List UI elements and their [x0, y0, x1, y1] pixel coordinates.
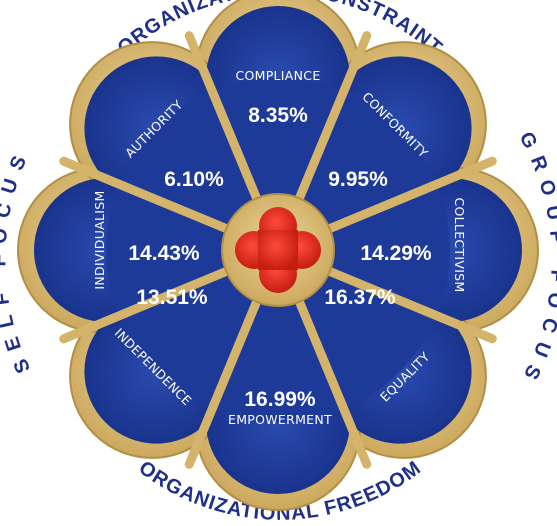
segment-value-individualism: 14.43% — [128, 242, 200, 265]
petal-divider — [59, 156, 237, 236]
segment-value-equality: 16.37% — [324, 286, 396, 309]
segment-value-conformity: 9.95% — [328, 168, 388, 191]
segment-label-empowerment: EMPOWERMENT — [228, 412, 332, 427]
segment-label-compliance: COMPLIANCE — [235, 68, 320, 83]
segment-value-authority: 6.10% — [164, 168, 224, 191]
petal-divider — [184, 291, 264, 469]
petal-divider — [292, 31, 372, 209]
segment-value-independence: 13.51% — [136, 286, 208, 309]
petal-divider — [319, 156, 497, 236]
segment-value-empowerment: 16.99% — [244, 388, 316, 411]
petal-divider — [184, 31, 264, 209]
segment-label-collectivism: COLLECTIVISM — [452, 198, 467, 293]
divider-group — [59, 31, 497, 469]
petal-divider — [292, 291, 372, 469]
center-red-cross — [235, 207, 321, 293]
segment-value-collectivism: 14.29% — [360, 242, 432, 265]
segment-label-individualism: INDIVIDUALISM — [92, 190, 107, 289]
petal-divider — [319, 264, 497, 344]
petal-group — [34, 6, 522, 494]
petal-divider — [59, 264, 237, 344]
segment-value-compliance: 8.35% — [248, 104, 308, 127]
